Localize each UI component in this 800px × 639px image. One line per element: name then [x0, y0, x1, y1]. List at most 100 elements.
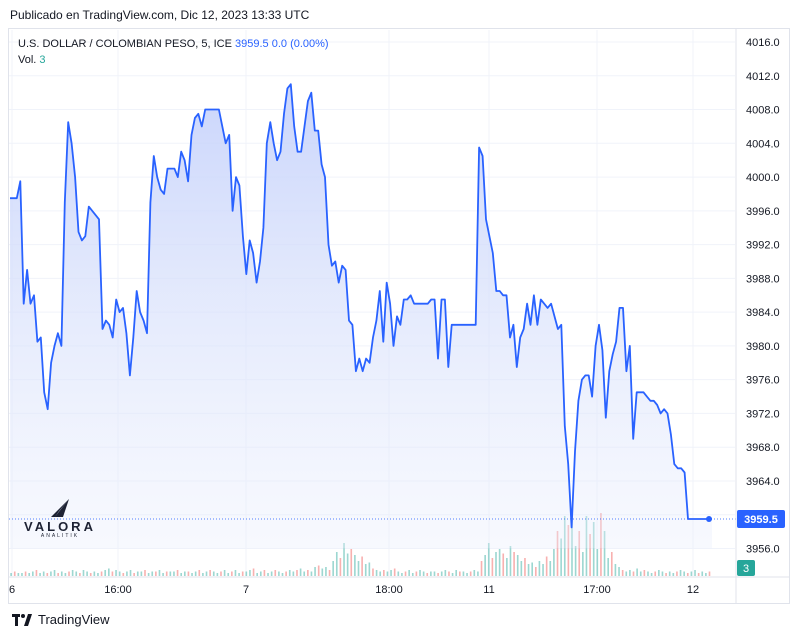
volume-bar — [524, 558, 526, 576]
y-tick-label: 3964.0 — [746, 476, 780, 488]
y-tick-label: 3996.0 — [746, 206, 780, 218]
volume-bar — [325, 567, 327, 576]
x-tick-label: 12 — [687, 584, 699, 596]
volume-bar — [567, 525, 570, 576]
volume-bar — [375, 570, 378, 576]
volume-bar — [317, 565, 320, 576]
x-tick-label: 17:00 — [583, 584, 611, 596]
volume-bar — [679, 570, 682, 576]
volume-bar — [466, 573, 468, 576]
volume-bar — [151, 571, 154, 576]
volume-bar — [227, 573, 230, 576]
volume-bar — [223, 570, 226, 576]
volume-bar — [13, 571, 16, 576]
chart-legend: U.S. DOLLAR / COLOMBIAN PESO, 5, ICE 395… — [18, 36, 329, 68]
volume-bar — [520, 561, 523, 576]
volume-bar — [444, 570, 447, 576]
volume-bar — [650, 573, 653, 576]
volume-bar — [194, 571, 197, 576]
volume-bar — [686, 573, 689, 576]
watermark-name: VALORA — [24, 519, 96, 534]
volume-bar — [241, 571, 244, 576]
volume-bar — [448, 571, 450, 576]
volume-bar — [596, 549, 599, 576]
volume-bar — [296, 570, 298, 576]
volume-bar — [516, 555, 519, 576]
volume-bar — [71, 570, 74, 576]
volume-bar — [183, 571, 186, 576]
x-tick-label: 11 — [483, 584, 494, 596]
volume-bar — [28, 573, 31, 576]
volume-bar — [259, 571, 262, 576]
volume-bar — [658, 570, 660, 576]
volume-bar — [582, 552, 584, 576]
volume-bar — [245, 571, 248, 576]
y-tick-label: 4016.0 — [746, 37, 780, 49]
volume-bar — [379, 571, 382, 576]
volume-bar — [513, 552, 515, 576]
volume-bar — [690, 571, 693, 576]
volume-bar — [487, 543, 490, 576]
y-tick-label: 4000.0 — [746, 172, 780, 184]
price-area — [10, 84, 712, 549]
volume-badge — [737, 560, 755, 576]
volume-bar — [549, 561, 552, 576]
volume-bar — [180, 573, 183, 576]
footer-brand[interactable]: TradingView — [12, 612, 110, 627]
volume-bar — [321, 568, 324, 576]
volume-bar — [249, 570, 251, 576]
volume-bar — [621, 570, 624, 576]
volume-bar — [411, 573, 414, 576]
volume-bar — [256, 573, 258, 576]
symbol-title: U.S. DOLLAR / COLOMBIAN PESO, 5, ICE — [18, 38, 232, 50]
volume-bar — [343, 543, 345, 576]
volume-bar — [665, 573, 667, 576]
x-tick-label: 16:00 — [104, 584, 132, 596]
volume-bar — [408, 570, 410, 576]
volume-bar — [136, 571, 139, 576]
volume-bar — [368, 562, 371, 576]
volume-bar — [672, 573, 675, 576]
volume-bar — [162, 573, 164, 576]
last-price: 3959.5 — [235, 38, 269, 50]
volume-bar — [68, 571, 70, 576]
volume-bar — [610, 552, 613, 576]
volume-bar — [39, 573, 41, 576]
volume-bar — [198, 570, 201, 576]
volume-bar — [115, 570, 117, 576]
volume-value: 3 — [39, 54, 46, 66]
volume-bar — [459, 571, 461, 576]
volume-bar — [542, 564, 544, 576]
volume-bar — [401, 573, 403, 576]
volume-bar — [173, 571, 175, 576]
volume-badge-text: 3 — [743, 563, 749, 575]
volume-bar — [42, 571, 45, 576]
volume-bar — [64, 573, 67, 576]
volume-bar — [60, 571, 63, 576]
volume-bar — [578, 531, 581, 576]
volume-bar — [509, 546, 512, 576]
volume-bar — [335, 552, 338, 576]
volume-bar — [469, 571, 472, 576]
volume-bar — [100, 571, 103, 576]
volume-bar — [498, 549, 501, 576]
volume-bar — [21, 573, 23, 576]
volume-bar — [252, 568, 255, 576]
volume-bar — [383, 570, 385, 576]
volume-bar — [53, 570, 56, 576]
y-tick-label: 3968.0 — [746, 442, 780, 454]
volume-bar — [404, 571, 407, 576]
volume-bar — [231, 571, 233, 576]
volume-bar — [216, 573, 219, 576]
volume-bar — [545, 556, 548, 576]
volume-bar — [603, 531, 606, 576]
volume-bar — [270, 571, 273, 576]
volume-bar — [560, 538, 562, 576]
volume-bar — [607, 558, 609, 576]
volume-bar — [426, 573, 429, 576]
y-tick-label: 4012.0 — [746, 71, 780, 83]
y-tick-label: 3972.0 — [746, 408, 780, 420]
volume-bar — [89, 573, 92, 576]
volume-bar — [50, 571, 52, 576]
